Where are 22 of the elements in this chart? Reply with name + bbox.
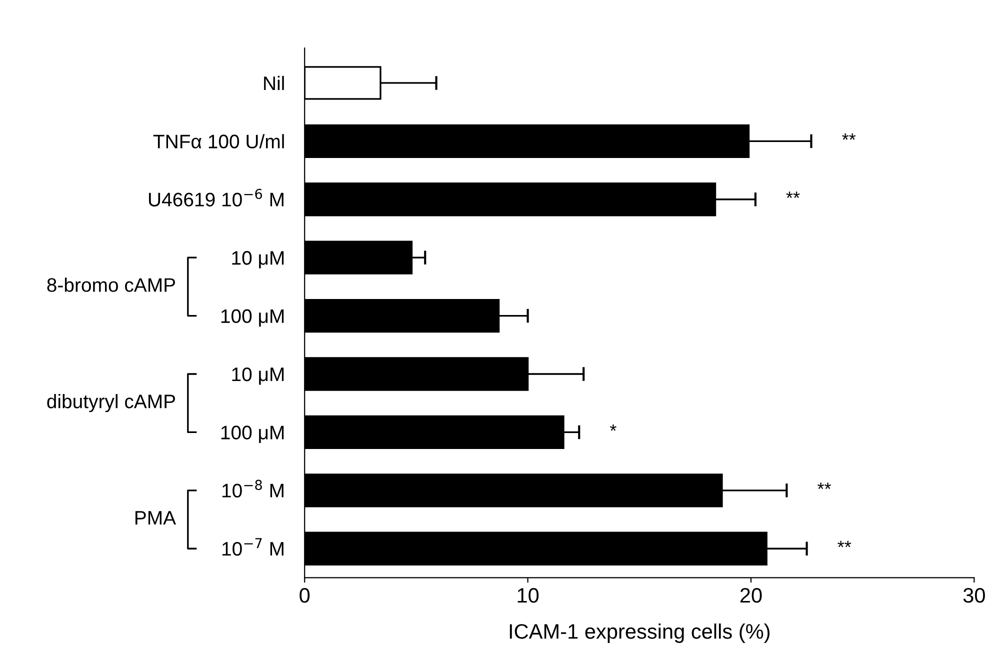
y-tick-label: 10$^{−7}$ M	[222, 538, 284, 556]
text: PMA	[136, 511, 176, 525]
x-axis-title: ICAM-1 expressing cells (%)	[510, 624, 770, 643]
x-tick-label: 0	[300, 588, 310, 603]
y-tick-label: Nil	[264, 76, 284, 90]
y-tick-label: TNFα 100 U/ml	[153, 134, 284, 148]
annotation: **	[842, 133, 856, 140]
x-tick-label: 30	[963, 588, 985, 603]
y-tick-label: 100 μM	[221, 309, 284, 327]
y-tick-label: 100 μM	[221, 426, 284, 443]
y-tick-label: 10$^{−8}$ M	[222, 480, 284, 498]
text: 8-bromo cAMP	[47, 278, 176, 292]
annotation: **	[786, 192, 800, 198]
annotation: **	[818, 482, 832, 489]
x-tick-label: 20	[740, 588, 762, 603]
y-tick-label: 10 μM	[232, 367, 284, 385]
x-tick-label: 10	[518, 588, 539, 603]
y-tick-label: 10 μM	[232, 251, 284, 268]
text: dibutyryl cAMP	[47, 394, 176, 412]
annotation: *	[610, 424, 616, 431]
annotation: **	[838, 540, 852, 548]
y-tick-label: U46619 10$^{−6}$ M	[149, 188, 284, 206]
